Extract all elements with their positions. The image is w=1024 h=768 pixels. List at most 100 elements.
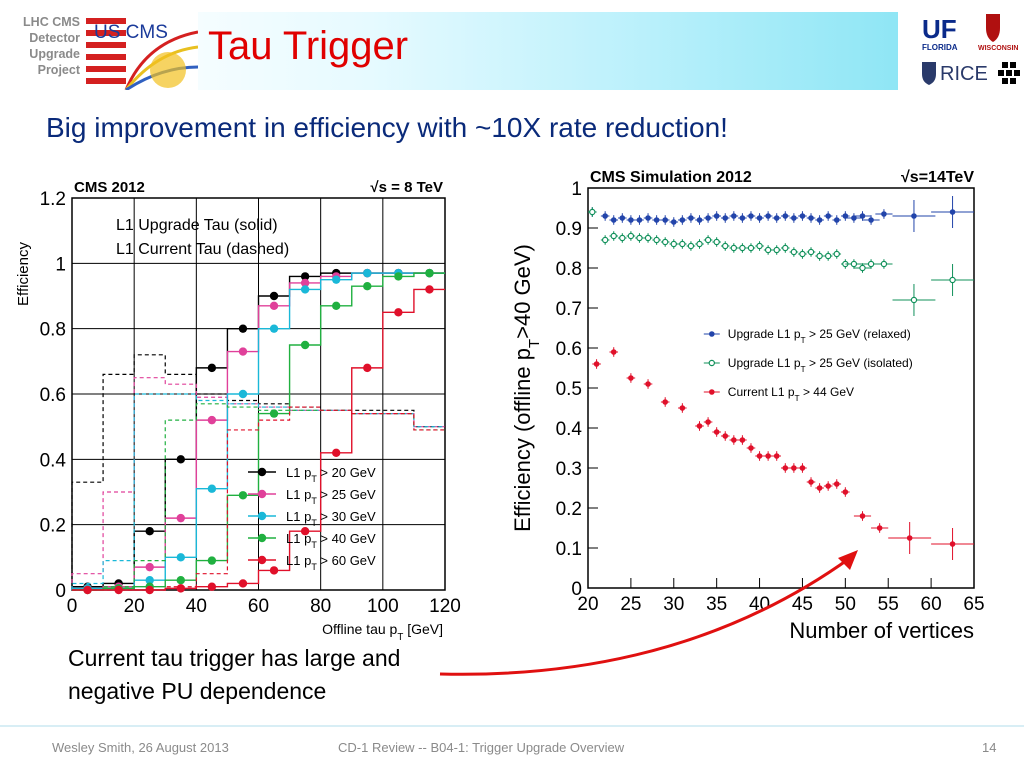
data-point bbox=[713, 429, 720, 435]
data-point bbox=[816, 485, 823, 491]
data-point bbox=[602, 213, 608, 219]
x-tick-label: 40 bbox=[186, 596, 207, 617]
y-tick-label: 0 bbox=[571, 579, 582, 600]
data-point bbox=[880, 260, 888, 268]
data-point bbox=[300, 340, 310, 350]
y-tick-label: 0.7 bbox=[556, 299, 582, 320]
data-point bbox=[851, 215, 857, 221]
slide-header: LHC CMS Detector Upgrade Project US CMS … bbox=[0, 0, 1024, 92]
footer-title: CD-1 Review -- B04-1: Trigger Upgrade Ov… bbox=[338, 740, 625, 755]
data-point bbox=[906, 535, 913, 541]
data-point bbox=[722, 215, 729, 221]
slide-subtitle: Big improvement in efficiency with ~10X … bbox=[46, 112, 728, 143]
data-point bbox=[773, 215, 780, 221]
data-point bbox=[876, 525, 883, 531]
y-tick-label: 0.4 bbox=[40, 450, 67, 471]
data-point bbox=[628, 217, 634, 223]
data-point bbox=[679, 240, 686, 248]
x-tick-label: 65 bbox=[963, 594, 984, 615]
data-point bbox=[114, 585, 123, 595]
annotation: L1 Current Tau (dashed) bbox=[116, 241, 289, 258]
x-axis-label: Offline tau pT [GeV] bbox=[322, 621, 443, 642]
x-tick-label: 35 bbox=[706, 594, 727, 615]
data-point bbox=[808, 215, 814, 221]
project-label: LHC CMS Detector Upgrade Project bbox=[0, 14, 80, 78]
data-point bbox=[773, 453, 780, 459]
legend-label: L1 pT > 60 GeV bbox=[286, 553, 376, 572]
data-point bbox=[627, 232, 635, 240]
y-tick-label: 0.6 bbox=[40, 385, 66, 406]
data-point bbox=[756, 453, 763, 459]
data-point bbox=[645, 215, 651, 221]
legend-marker bbox=[257, 511, 267, 521]
chart-title: CMS 2012 bbox=[74, 179, 145, 196]
data-point bbox=[145, 562, 154, 572]
data-point bbox=[207, 363, 217, 373]
y-tick-label: 0.1 bbox=[556, 539, 582, 560]
rice-logo-text: RICE bbox=[940, 63, 988, 85]
data-point bbox=[269, 301, 279, 310]
header-band bbox=[86, 12, 898, 90]
x-tick-label: 20 bbox=[577, 594, 598, 615]
y-tick-label: 0.8 bbox=[40, 320, 66, 341]
data-point bbox=[687, 242, 695, 250]
data-point bbox=[610, 232, 617, 240]
x-tick-label: 25 bbox=[620, 594, 641, 615]
data-point bbox=[859, 264, 866, 272]
data-point bbox=[679, 217, 686, 223]
data-point bbox=[176, 513, 185, 523]
data-point bbox=[833, 250, 840, 258]
data-point bbox=[670, 219, 677, 225]
legend-marker bbox=[708, 359, 715, 367]
florida-logo-text: FLORIDA bbox=[922, 43, 958, 52]
legend-label: Upgrade L1 pT > 25 GeV (relaxed) bbox=[728, 327, 911, 345]
data-point bbox=[238, 579, 248, 588]
project-label-line: LHC CMS bbox=[23, 15, 80, 29]
data-point bbox=[83, 585, 92, 595]
data-point bbox=[713, 238, 720, 246]
y-tick-label: 0.2 bbox=[556, 499, 582, 520]
tau-efficiency-vs-vertices-chart: 20 25 30 35 40 45 50 55 60 6500.10.20.30.40.50.60… bbox=[510, 169, 985, 643]
owl-icon bbox=[998, 62, 1020, 84]
energy-label: √s=14TeV bbox=[901, 169, 974, 186]
data-point bbox=[782, 213, 789, 219]
data-point bbox=[782, 465, 789, 471]
slide-caption: Current tau trigger has large and negati… bbox=[68, 642, 498, 708]
data-point bbox=[842, 213, 849, 219]
data-point bbox=[662, 217, 668, 223]
data-point bbox=[653, 236, 660, 244]
data-point bbox=[756, 215, 763, 221]
data-point bbox=[765, 453, 771, 459]
data-point bbox=[739, 215, 746, 221]
data-point bbox=[739, 437, 746, 443]
data-point bbox=[799, 465, 806, 471]
data-point bbox=[269, 324, 279, 333]
data-point bbox=[808, 479, 814, 485]
data-point bbox=[610, 349, 617, 355]
y-tick-label: 1 bbox=[571, 179, 582, 200]
data-point bbox=[363, 282, 372, 291]
data-point bbox=[731, 437, 737, 443]
data-point bbox=[816, 252, 823, 260]
data-point bbox=[238, 491, 248, 500]
data-point bbox=[636, 234, 643, 242]
legend-label: L1 pT > 40 GeV bbox=[286, 531, 376, 550]
data-point bbox=[332, 275, 341, 284]
data-point bbox=[176, 576, 185, 585]
data-point bbox=[238, 347, 248, 356]
uscms-logo: US CMS bbox=[86, 12, 198, 90]
page-number: 14 bbox=[982, 740, 997, 755]
dashed-series-line bbox=[72, 403, 445, 591]
legend-label: Upgrade L1 pT > 25 GeV (isolated) bbox=[728, 356, 913, 374]
y-tick-label: 0.8 bbox=[556, 259, 582, 280]
y-axis-label: Efficiency bbox=[15, 242, 32, 306]
rice-crest-icon bbox=[922, 62, 936, 85]
data-point bbox=[619, 234, 626, 242]
data-point bbox=[713, 213, 720, 219]
y-tick-label: 0.6 bbox=[556, 339, 582, 360]
data-point bbox=[645, 381, 651, 387]
arrowhead-icon bbox=[838, 550, 858, 570]
data-point bbox=[842, 489, 849, 495]
data-point bbox=[589, 208, 596, 216]
data-point bbox=[145, 585, 154, 595]
